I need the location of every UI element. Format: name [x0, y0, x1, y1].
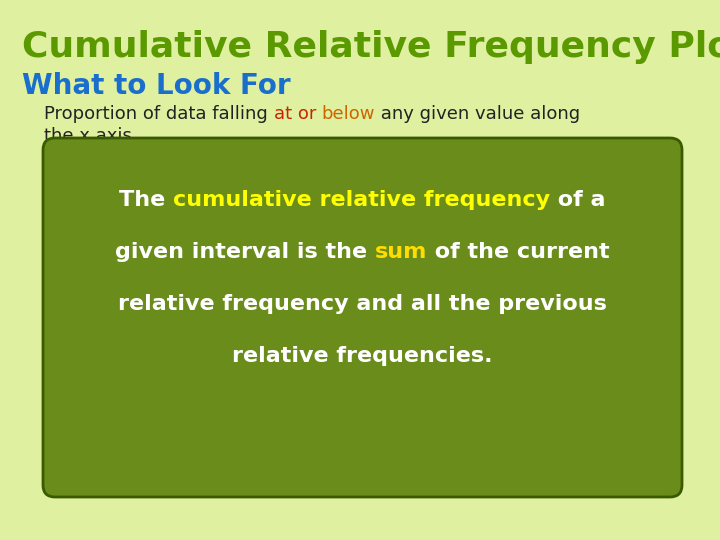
FancyBboxPatch shape — [43, 138, 682, 497]
Text: any given value along: any given value along — [375, 105, 580, 123]
Text: the x axis: the x axis — [44, 127, 132, 145]
Text: given interval is the: given interval is the — [115, 242, 375, 262]
Text: relative frequency and all the previous: relative frequency and all the previous — [118, 294, 607, 314]
Text: Cumulative Relative Frequency Plots: Cumulative Relative Frequency Plots — [22, 30, 720, 64]
Text: Proportion of data falling: Proportion of data falling — [44, 105, 274, 123]
Text: below: below — [322, 105, 375, 123]
Text: relative frequencies.: relative frequencies. — [233, 346, 492, 366]
Text: of a: of a — [550, 190, 606, 210]
Text: cumulative relative frequency: cumulative relative frequency — [174, 190, 550, 210]
Text: sum: sum — [375, 242, 427, 262]
Text: What to Look For: What to Look For — [22, 72, 291, 100]
Text: at or: at or — [274, 105, 316, 123]
Text: of the current: of the current — [427, 242, 610, 262]
Text: The: The — [120, 190, 174, 210]
